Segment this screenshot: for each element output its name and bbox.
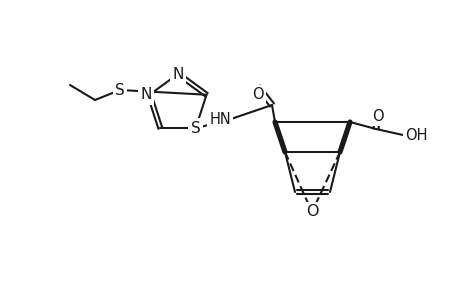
Text: O: O (371, 109, 383, 124)
Text: O: O (305, 205, 318, 220)
Text: N: N (172, 67, 183, 82)
Text: N: N (140, 87, 152, 102)
Text: OH: OH (404, 128, 426, 142)
Text: S: S (190, 121, 200, 136)
Text: O: O (252, 87, 263, 102)
Text: HN: HN (209, 112, 230, 127)
Text: S: S (115, 82, 124, 98)
